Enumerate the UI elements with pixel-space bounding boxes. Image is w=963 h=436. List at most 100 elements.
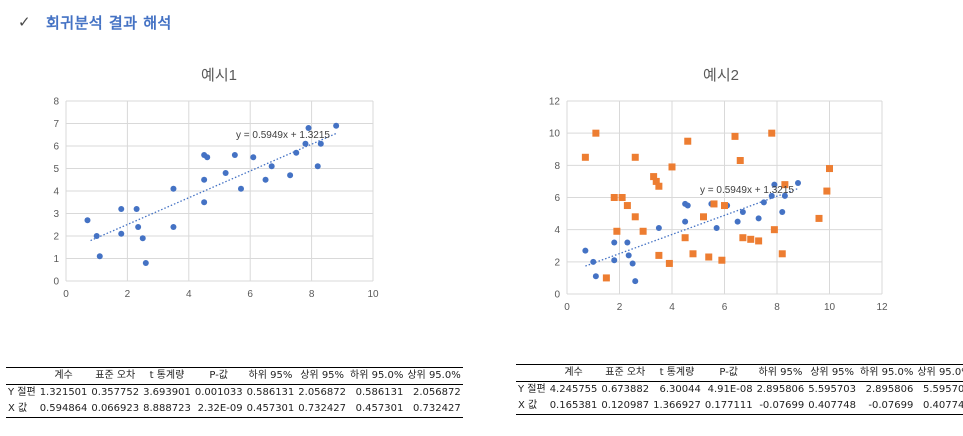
table-cell: 5.595703 (923, 384, 963, 395)
table-cell: 0.407748 (915, 398, 963, 415)
data-point-square (718, 256, 726, 264)
column-header: 상위 95% (296, 367, 348, 385)
data-point (333, 122, 340, 129)
data-point-square (684, 137, 692, 145)
data-point (317, 140, 324, 147)
data-point (582, 247, 589, 254)
data-point-square (815, 214, 823, 222)
table-cell: 4.91E-08 (707, 384, 753, 395)
data-point-square (755, 237, 763, 245)
data-point (142, 260, 149, 266)
y-tick-label: 6 (53, 142, 59, 153)
x-tick-label: 10 (367, 289, 379, 300)
x-tick-label: 0 (564, 302, 570, 313)
regression-table-2: 계수 표준 오차 t 통계량 P-값 하위 95% 상위 95% 하위 95.0% 상위 95… (516, 364, 963, 415)
column-header (516, 364, 548, 382)
data-point-square (610, 194, 618, 201)
table-row: Y 절편 1.321501 0.357752 3.693901 0.001033 0.58… (6, 385, 463, 402)
table-cell: 8.888723 (141, 401, 193, 418)
x-tick-label: 12 (876, 302, 888, 313)
data-point (629, 260, 636, 267)
column-header: 하위 95.0% (858, 364, 916, 382)
table-cell: 0.001033 (194, 387, 243, 398)
data-point-square (652, 177, 660, 185)
data-point (624, 239, 631, 246)
data-point-square (778, 250, 786, 258)
table-cell: 1.321501 (39, 387, 88, 398)
data-point (314, 163, 321, 170)
data-point (231, 152, 238, 158)
data-point (760, 199, 767, 206)
y-tick-label: 2 (554, 257, 560, 268)
table-header-row: 계수 표준 오차 t 통계량 P-값 하위 95% 상위 95% 하위 95.0% 상위 95… (6, 367, 463, 385)
column-header: t 통계량 (141, 367, 193, 385)
x-tick-label: 10 (824, 302, 836, 313)
chart-example-2: 예시2 0 2 4 6 8 10 12 0 2 4 6 8 10 12 y = 0.5949x + 1.321… (549, 67, 888, 313)
row-label: X 값 (516, 398, 548, 415)
column-header: 상위 95.0% (915, 364, 963, 382)
data-point-square (592, 129, 600, 137)
data-point (84, 217, 91, 224)
data-point (201, 176, 208, 183)
row-label: Y 절편 (8, 387, 36, 398)
table-cell: 0.457301 (348, 401, 406, 418)
table-row: X 값 0.594864 0.066923 8.888723 2.32E-09 0.457… (6, 401, 463, 418)
y-tick-label: 4 (53, 187, 59, 198)
data-point (592, 273, 599, 280)
table-cell: 2.056872 (413, 387, 461, 398)
regression-table-1: 계수 표준 오차 t 통계량 P-값 하위 95% 상위 95% 하위 95.0% 상위 95… (6, 367, 463, 418)
section-title: 회귀분석 결과 해석 (46, 13, 172, 32)
column-header: 표준 오차 (89, 367, 142, 385)
data-point-square (689, 250, 697, 258)
table-cell: 2.895806 (756, 384, 805, 395)
table-cell: 5.595703 (808, 384, 856, 395)
data-point-square (826, 165, 833, 173)
x-tick-label: 2 (617, 302, 623, 313)
data-point (682, 218, 689, 225)
table-cell: 6.30044 (659, 384, 701, 395)
data-point (204, 154, 211, 161)
chart-example-1: 예시1 0 1 2 3 4 5 6 7 8 0 2 4 6 8 10 y = 0.5949x + 1.3215 (53, 67, 379, 300)
data-point-square (631, 153, 639, 161)
table-cell: 0.407748 (806, 398, 858, 415)
table-header-row: 계수 표준 오차 t 통계량 P-값 하위 95% 상위 95% 하위 95.0% 상위 95… (516, 364, 963, 382)
table-cell: 2.32E-09 (192, 401, 245, 418)
y-tick-label: 5 (53, 164, 59, 175)
data-point-square (650, 173, 658, 181)
data-point (779, 208, 786, 215)
column-header: 상위 95% (806, 364, 858, 382)
data-point (139, 235, 146, 242)
data-point-square (618, 194, 626, 201)
y-tick-label: 4 (554, 225, 560, 236)
data-point (133, 206, 140, 212)
data-point (268, 163, 275, 170)
table-row: X 값 0.165381 0.120987 1.366927 0.177111 -0.07… (516, 398, 963, 415)
x-tick-label: 2 (125, 289, 131, 300)
y-tick-label: 2 (53, 232, 59, 243)
data-point (118, 206, 125, 212)
table-row: Y 절편 4.245755 0.673882 6.30044 4.91E-08 2.895… (516, 382, 963, 399)
table-cell: -0.07699 (858, 398, 916, 415)
x-tick-label: 4 (186, 289, 192, 300)
y-tick-label: 6 (554, 193, 560, 204)
data-point (287, 172, 294, 179)
y-tick-label: 7 (53, 119, 59, 130)
x-tick-label: 6 (247, 289, 253, 300)
column-header: 하위 95% (754, 364, 807, 382)
data-point (118, 230, 125, 237)
table-cell: 0.357752 (91, 387, 140, 398)
data-point-square (768, 129, 776, 137)
data-point-square (731, 132, 739, 140)
data-point-square (581, 153, 589, 161)
table-cell: 0.120987 (599, 398, 652, 415)
data-point-square (655, 182, 663, 190)
data-point (734, 218, 741, 225)
data-point (96, 253, 103, 260)
table-cell: 0.177111 (702, 398, 755, 415)
data-point (655, 225, 662, 232)
data-point-square (655, 251, 663, 259)
data-point-square (623, 202, 631, 210)
table-cell: 1.366927 (651, 398, 703, 415)
row-label: Y 절편 (518, 384, 546, 395)
data-point-square (681, 234, 689, 242)
